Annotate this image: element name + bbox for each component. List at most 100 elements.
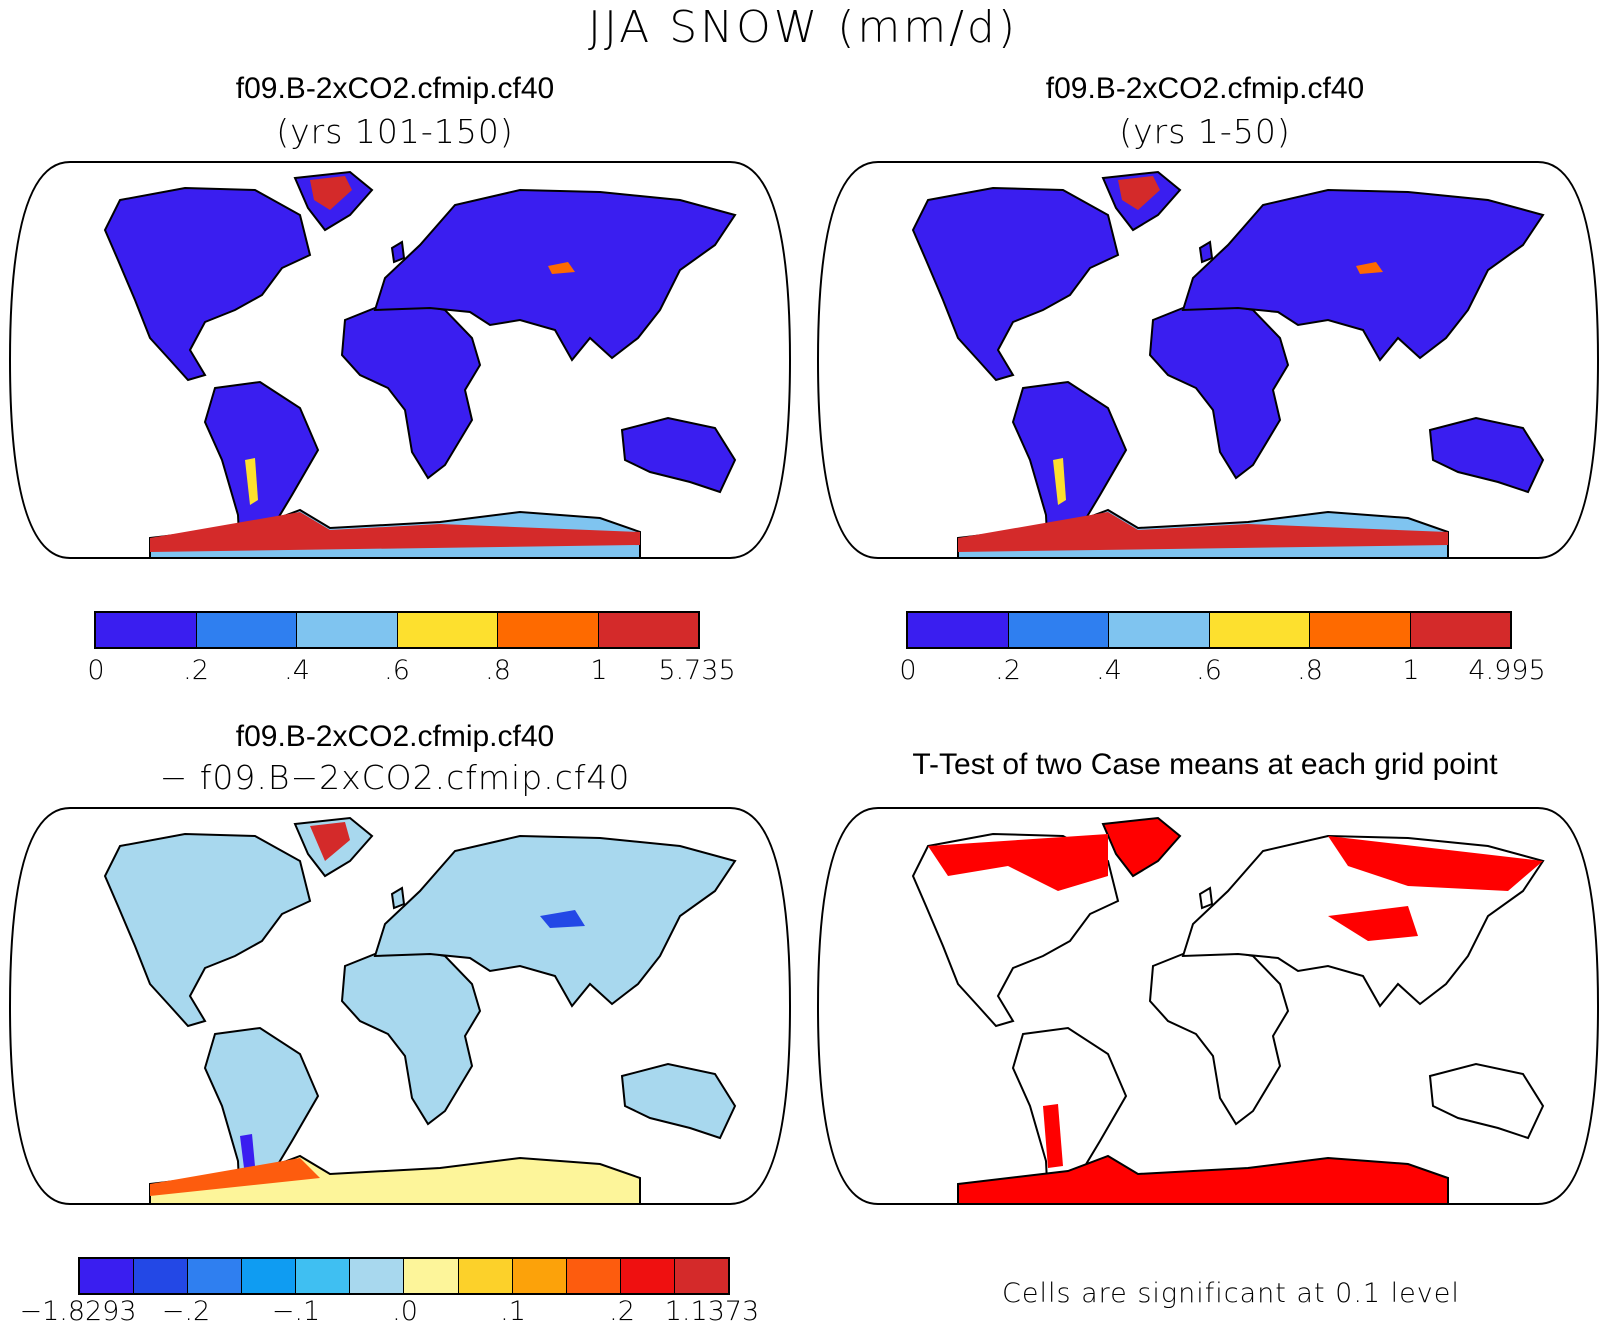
tick-label: 1 [590,655,608,686]
snow-highlight [310,176,352,210]
snow-highlight [150,512,640,552]
colorbar-swatch [1310,613,1411,647]
panel2-title: f09.B-2xCO2.cfmip.cf40 [1045,72,1365,105]
landmass-northAmerica [103,832,312,1028]
landmass-northAmerica [911,186,1120,382]
landmass-australia [620,1062,737,1140]
map-border [8,807,792,1205]
tick-label: 4.995 [1468,655,1546,686]
panel1-title: f09.B-2xCO2.cfmip.cf40 [235,72,555,105]
snow-highlight [1053,458,1066,505]
tick-label: .4 [284,655,310,686]
significance-note: Cells are significant at 0.1 level [1002,1278,1460,1309]
landmass-eurasia [373,188,737,362]
landmass-australia [620,416,737,494]
colorbar-swatch [566,1259,621,1293]
landmass-northAmerica [103,186,312,382]
landmass-australia [1428,1062,1545,1140]
colorbar-swatch [80,1259,135,1293]
panel1-subtitle: (yrs 101-150) [276,112,514,151]
snow-highlight [245,458,258,505]
significant-region [1328,906,1418,941]
map-border [816,161,1600,559]
difference-highlight [150,1158,320,1196]
colorbar-swatch [598,613,698,647]
colorbar-swatch [1008,613,1109,647]
tick-label: −1.8293 [19,1296,137,1327]
landmass-uk [1198,886,1214,910]
colorbar-swatch [350,1259,405,1293]
colorbar-swatch [188,1259,243,1293]
difference-highlight [540,910,585,928]
colorbar-swatch [908,613,1009,647]
colorbar-panel-1 [94,611,700,649]
significant-region [1043,1104,1063,1168]
colorbar-swatch [1109,613,1210,647]
tick-label: 5.735 [658,655,736,686]
colorbar-swatch [404,1259,459,1293]
colorbar-panel-3 [78,1257,730,1295]
map-panel-3 [8,807,792,1205]
tick-label: .8 [1297,655,1323,686]
tick-label: 0 [899,655,917,686]
snow-highlight [548,262,575,274]
map-panel-2 [816,161,1600,559]
tick-label: −.2 [161,1296,211,1327]
map-border [8,161,792,559]
tick-label: .8 [485,655,511,686]
landmass-uk [390,886,406,910]
tick-label: 0 [87,655,105,686]
colorbar-swatch [397,613,498,647]
colorbar-panel-2 [906,611,1512,649]
landmass-uk [1198,240,1214,264]
tick-label: .0 [392,1296,418,1327]
tick-label: .2 [609,1296,635,1327]
colorbar-swatch [297,613,398,647]
map-border [816,807,1600,1205]
panel3-subtitle: − f09.B−2xCO2.cfmip.cf40 [159,758,631,797]
colorbar-swatch [458,1259,513,1293]
tick-label: .6 [1196,655,1222,686]
tick-label: 1 [1402,655,1420,686]
landmass-greenland [1101,816,1182,878]
colorbar-swatch [620,1259,675,1293]
tick-label: −.1 [271,1296,321,1327]
panel4-title: T-Test of two Case means at each grid po… [912,748,1498,781]
tick-label: .2 [183,655,209,686]
snow-highlight [958,512,1448,552]
landmass-antarctica [957,1154,1449,1204]
landmass-uk [390,240,406,264]
colorbar-swatch [96,613,197,647]
panel2-subtitle: (yrs 1-50) [1119,112,1291,151]
colorbar-swatch [674,1259,728,1293]
snow-highlight [1118,176,1160,210]
landmass-africa [340,944,482,1126]
landmass-africa [1148,944,1290,1126]
landmass-eurasia [1181,188,1545,362]
landmass-australia [1428,416,1545,494]
colorbar-swatch [1410,613,1510,647]
colorbar-swatch [242,1259,297,1293]
colorbar-swatch [196,613,297,647]
significant-region [928,834,1108,891]
tick-label: 1.1373 [664,1296,760,1327]
snow-highlight [1356,262,1383,274]
landmass-africa [1148,298,1290,480]
significant-region [1328,836,1543,891]
map-panel-1 [8,161,792,559]
tick-label: .2 [995,655,1021,686]
tick-label: .1 [500,1296,526,1327]
colorbar-swatch [134,1259,189,1293]
colorbar-swatch [1209,613,1310,647]
colorbar-swatch [498,613,599,647]
tick-label: .4 [1096,655,1122,686]
landmass-africa [340,298,482,480]
panel3-title: f09.B-2xCO2.cfmip.cf40 [235,720,555,753]
colorbar-swatch [512,1259,567,1293]
tick-label: .6 [384,655,410,686]
map-panel-4 [816,807,1600,1205]
figure-title: JJA SNOW (mm/d) [587,2,1019,53]
difference-highlight [310,822,350,861]
difference-highlight [240,1134,255,1168]
colorbar-swatch [296,1259,351,1293]
